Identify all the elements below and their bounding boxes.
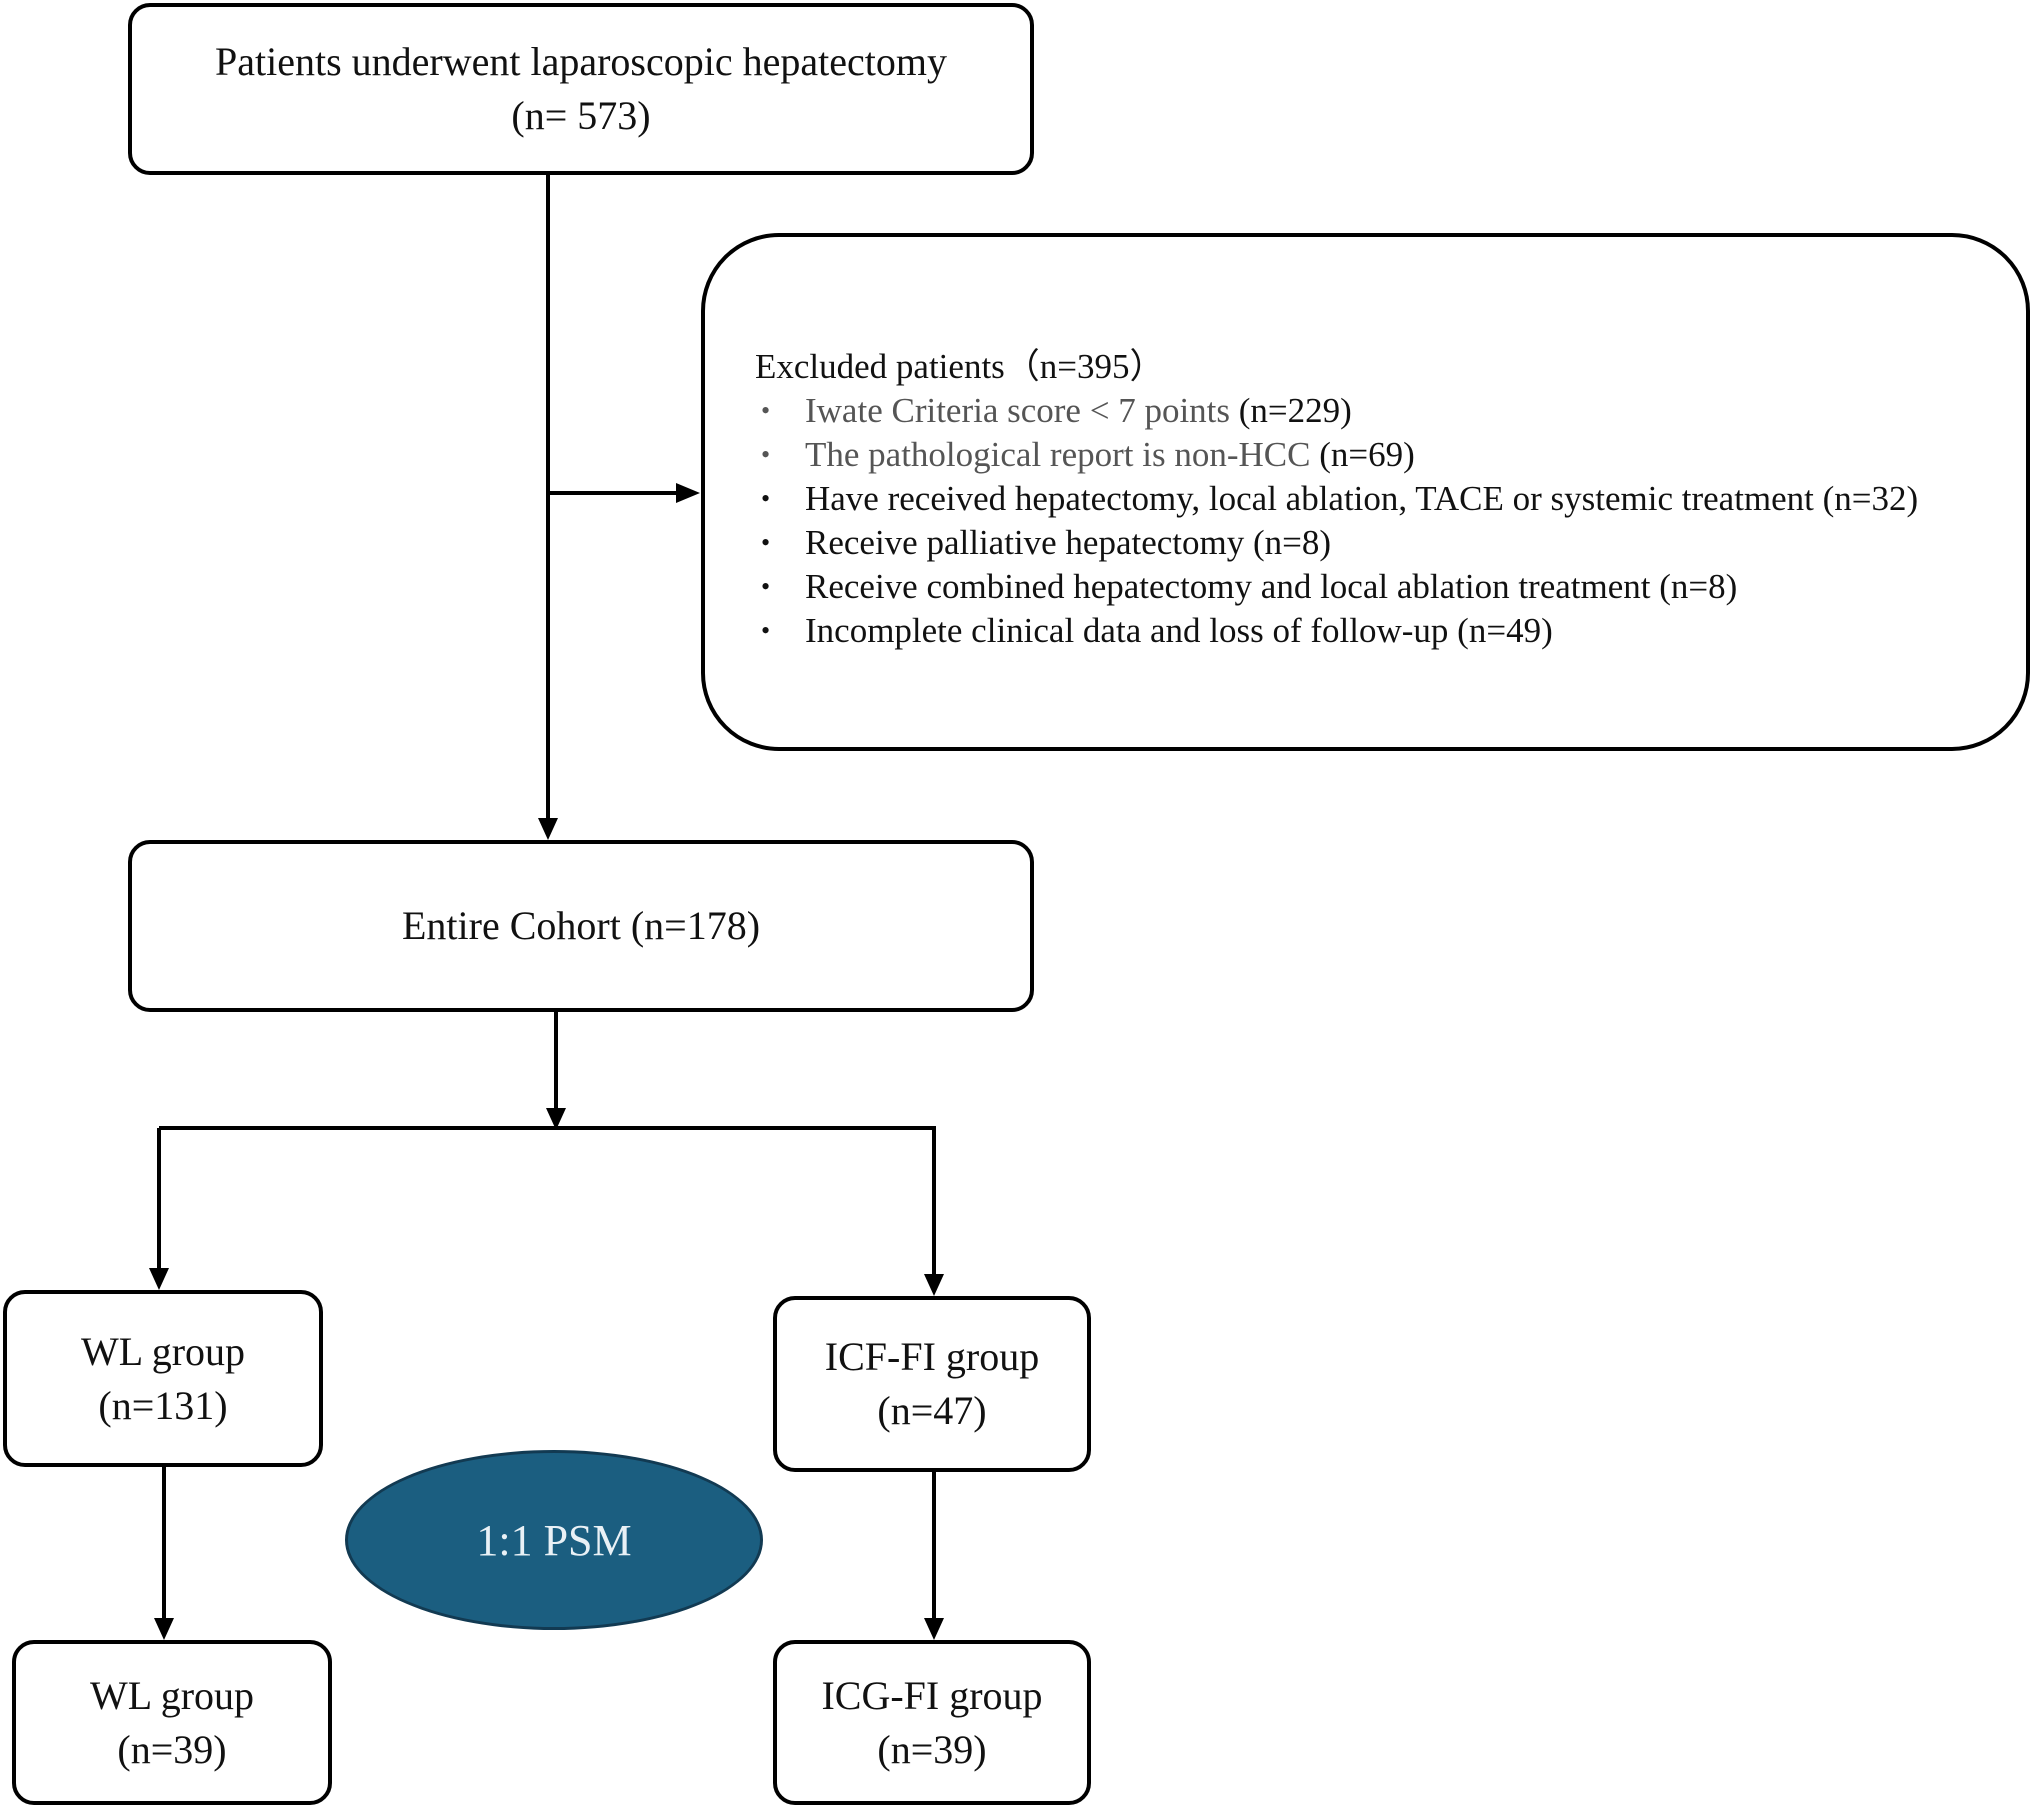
enrolled-title: Patients underwent laparoscopic hepatect… xyxy=(215,39,947,84)
icg-fi-matched-name: ICG-FI group xyxy=(821,1672,1043,1718)
icf-fi-group-count: (n=47) xyxy=(877,1388,987,1433)
arrowhead-to-cohort xyxy=(538,818,558,840)
arrowhead-to-excluded xyxy=(676,483,700,503)
exclusion-item: • Iwate Criteria score < 7 points (n=229) xyxy=(755,389,2026,433)
bullet-icon: • xyxy=(761,440,771,469)
wl-matched-count: (n=39) xyxy=(117,1726,227,1772)
arrowhead-to-wl-matched xyxy=(154,1618,174,1640)
exclusion-item: • Incomplete clinical data and loss of fo… xyxy=(755,609,2026,653)
enrolled-count: (n= 573) xyxy=(511,93,651,138)
bullet-icon: • xyxy=(761,484,771,513)
psm-label: 1:1 PSM xyxy=(476,1515,632,1565)
wl-group-name: WL group xyxy=(80,1328,246,1374)
icf-fi-group-name: ICF-FI group xyxy=(824,1334,1040,1379)
excluded-patients-box: Excluded patients（n=395） • Iwate Criteria… xyxy=(701,233,2030,751)
arrowhead-to-split xyxy=(546,1108,566,1130)
wl-matched-name: WL group xyxy=(89,1672,255,1718)
wl-group-count: (n=131) xyxy=(98,1382,228,1428)
bullet-icon: • xyxy=(761,572,771,601)
exclusion-list: • Iwate Criteria score < 7 points (n=229)… xyxy=(755,389,2026,653)
bullet-icon: • xyxy=(761,616,771,645)
wl-matched-box: WL group (n=39) xyxy=(12,1640,332,1805)
arrowhead-to-icf xyxy=(924,1274,944,1296)
icg-fi-matched-box: ICG-FI group (n=39) xyxy=(773,1640,1091,1805)
excluded-title: Excluded patients（n=395） xyxy=(755,347,1165,386)
exclusion-item: • Receive combined hepatectomy and local … xyxy=(755,565,2026,609)
bullet-icon: • xyxy=(761,396,771,425)
exclusion-item: • The pathological report is non-HCC (n=6… xyxy=(755,433,2026,477)
exclusion-item: • Receive palliative hepatectomy (n=8) xyxy=(755,521,2026,565)
entire-cohort-label: Entire Cohort (n=178) xyxy=(401,903,761,948)
entire-cohort-box: Entire Cohort (n=178) xyxy=(128,840,1034,1012)
icg-fi-matched-count: (n=39) xyxy=(877,1726,987,1772)
arrowhead-to-icg-matched xyxy=(924,1618,944,1640)
enrolled-patients-box: Patients underwent laparoscopic hepatect… xyxy=(128,3,1034,175)
exclusion-item: • Have received hepatectomy, local ablati… xyxy=(755,477,2026,521)
psm-ellipse: 1:1 PSM xyxy=(345,1450,763,1630)
bullet-icon: • xyxy=(761,528,771,557)
icf-fi-group-box: ICF-FI group (n=47) xyxy=(773,1296,1091,1472)
arrowhead-to-wl xyxy=(149,1268,169,1290)
wl-group-box: WL group (n=131) xyxy=(3,1290,323,1467)
